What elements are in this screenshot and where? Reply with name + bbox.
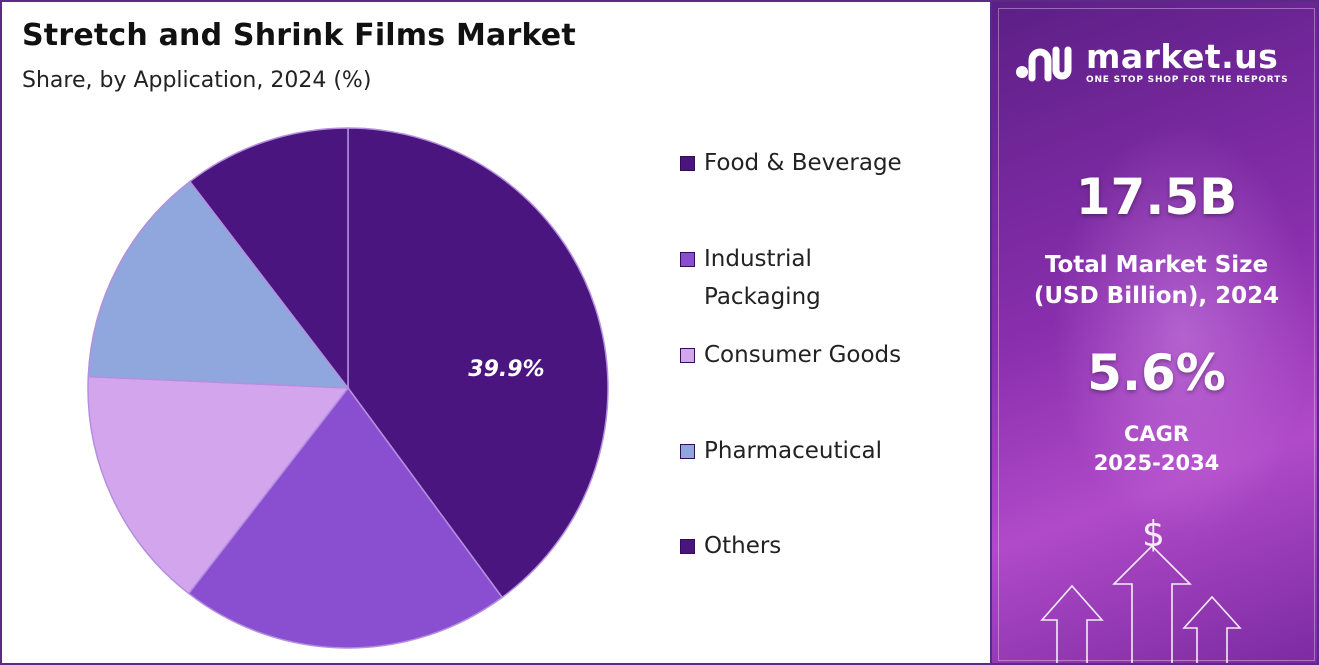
pie-slice-consumer-goods [87, 375, 350, 595]
market-size-label-line1: Total Market Size [1044, 252, 1269, 278]
cagr-label: CAGR [1123, 422, 1190, 446]
brand-logo: market.us ONE STOP SHOP FOR THE REPORTS [1014, 40, 1288, 85]
background-glow [1052, 122, 1312, 542]
market-size-label-line2: (USD Billion), 2024 [1033, 283, 1280, 309]
market-size-value: 17.5B [1075, 168, 1238, 226]
panel-border [998, 8, 1315, 661]
legend-item-pharmaceutical: Pharmaceutical [680, 436, 954, 470]
legend-item-others: Others [680, 531, 954, 565]
chart-title: Stretch and Shrink Films Market [22, 18, 576, 53]
legend: Food & Beverage Industrial Packaging Con… [680, 2, 980, 663]
pie-slice-others [188, 127, 349, 391]
brand-name: market.us [1086, 37, 1279, 76]
legend-label: Others [704, 533, 782, 559]
legend-swatch [680, 348, 695, 363]
legend-label: Industrial Packaging [704, 246, 821, 310]
market-us-logo-icon [1016, 46, 1072, 81]
summary-panel: market.us ONE STOP SHOP FOR THE REPORTS … [990, 2, 1317, 663]
pie-data-label: 39.9% [468, 357, 544, 382]
legend-label: Consumer Goods [704, 342, 902, 368]
cagr-period: 2025-2034 [1093, 451, 1220, 475]
legend-item-consumer-goods: Consumer Goods [680, 340, 954, 374]
legend-label: Food & Beverage [704, 150, 902, 176]
dollar-icon: $ [1142, 514, 1165, 555]
pie-slice-food-beverage [347, 127, 609, 599]
legend-swatch [680, 539, 695, 554]
pie-chart: 39.9% [87, 127, 609, 649]
legend-swatch [680, 252, 695, 267]
chart-subtitle: Share, by Application, 2024 (%) [22, 68, 372, 93]
legend-swatch [680, 444, 695, 459]
pie-slice-pharmaceutical [87, 180, 350, 389]
cagr-value: 5.6% [1087, 344, 1226, 402]
brand-tagline: ONE STOP SHOP FOR THE REPORTS [1086, 75, 1289, 85]
pie-slice-industrial-packaging [187, 386, 504, 649]
legend-item-industrial-packaging: Industrial Packaging [680, 244, 864, 316]
legend-item-food-beverage: Food & Beverage [680, 148, 954, 182]
legend-swatch [680, 156, 695, 171]
growth-arrows-icon [1040, 544, 1242, 663]
legend-label: Pharmaceutical [704, 438, 883, 464]
